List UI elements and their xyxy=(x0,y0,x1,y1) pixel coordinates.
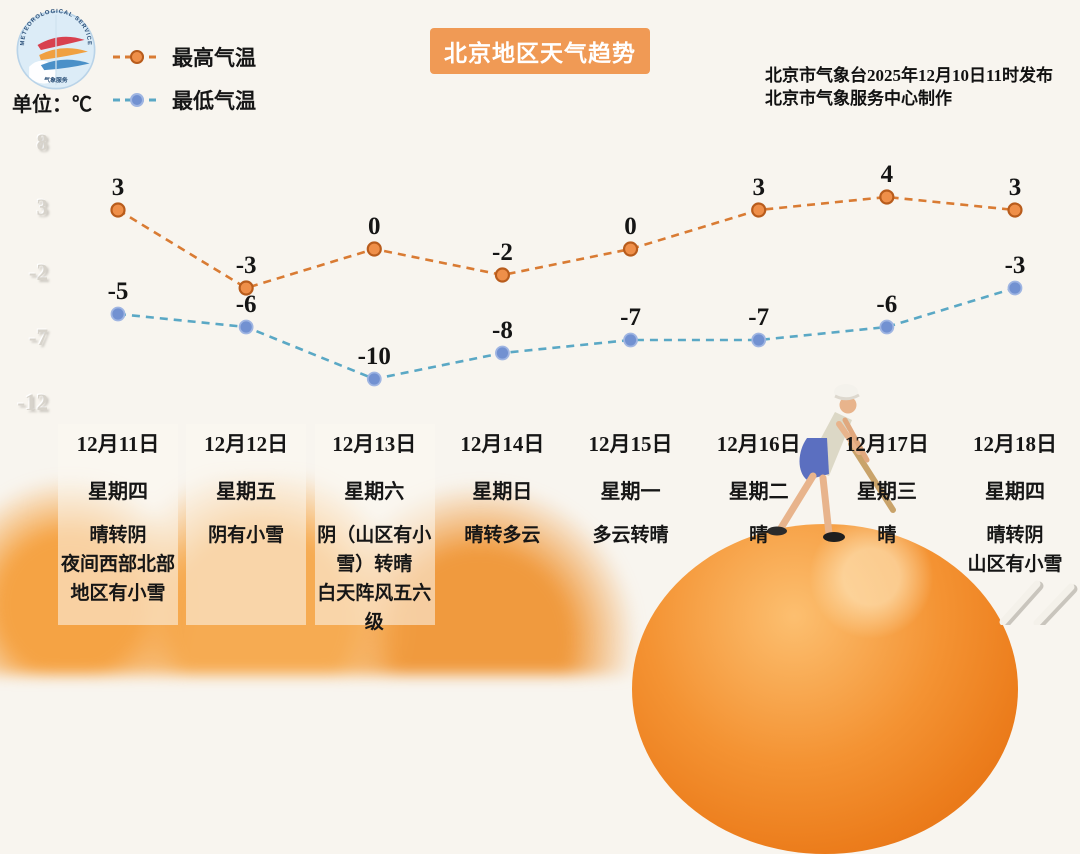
low-temp-value-label: -7 xyxy=(620,304,641,331)
unit-label: 单位：℃ xyxy=(12,94,92,116)
y-axis-tick: 8 xyxy=(36,130,49,155)
day-weekday: 星期五 xyxy=(216,481,277,503)
y-axis-tick: -2 xyxy=(28,260,48,285)
low-temp-point xyxy=(879,319,895,335)
high-temp-point xyxy=(366,241,382,257)
day-column-1: 12月11日 星期四晴转阴 夜间西部北部地区有小雪 xyxy=(54,428,182,608)
logo-bottom-text: 气象服务 xyxy=(43,76,68,84)
weather-trend-infographic: { "meta": { "title": "北京地区天气趋势", "unit_l… xyxy=(0,8,1079,854)
day-weather: 晴转阴 夜间西部北部地区有小雪 xyxy=(60,525,175,604)
day-column-8: 12月18日 星期四晴转阴 山区有小雪 xyxy=(951,428,1079,579)
high-temp-point xyxy=(1007,202,1023,218)
high-temp-point xyxy=(622,241,639,257)
legend-high-label: 最高气温 xyxy=(172,47,256,70)
high-temp-legend-marker-icon xyxy=(113,50,161,64)
legend-low-label: 最低气温 xyxy=(172,90,256,113)
low-temp-value-label: -6 xyxy=(876,291,897,318)
issued-line-1: 北京市气象台2025年12月10日11时发布 xyxy=(765,66,1054,85)
day-weekday: 星期四 xyxy=(984,481,1045,503)
low-temp-point xyxy=(366,371,382,387)
low-temp-value-label: -8 xyxy=(492,317,513,344)
issued-line-2: 北京市气象服务中心制作 xyxy=(765,89,952,108)
legend-item-low: 最低气温 xyxy=(113,87,256,113)
legend-item-high: 最高气温 xyxy=(113,44,256,70)
high-temp-value-label: 0 xyxy=(368,213,381,240)
y-axis-tick: -12 xyxy=(17,390,48,415)
low-temp-point xyxy=(495,345,510,361)
low-temp-point xyxy=(110,306,126,322)
miniature-golfer-figure xyxy=(767,384,896,542)
day-date: 12月11日 xyxy=(76,432,160,456)
high-temp-value-label: 4 xyxy=(881,161,894,188)
high-temp-value-label: 0 xyxy=(624,213,637,240)
column-highlight-strip xyxy=(58,424,178,625)
high-temp-line xyxy=(117,195,1016,290)
day-weekday: 星期六 xyxy=(344,481,405,503)
day-column-3: 12月13日 星期六阴（山区有小雪）转晴 白天阵风五六级 xyxy=(310,428,438,637)
low-temp-point xyxy=(623,332,638,348)
day-column-6: 12月16日 星期二晴 xyxy=(695,428,823,550)
low-temp-value-label: -7 xyxy=(748,304,769,331)
day-date: 12月14日 xyxy=(460,432,545,456)
day-weekday: 星期三 xyxy=(856,481,917,503)
high-temp-point xyxy=(494,267,511,283)
legend: 最高气温 最低气温 xyxy=(113,44,256,130)
low-temp-value-label: -3 xyxy=(1005,252,1026,279)
white-ladder xyxy=(999,580,1078,625)
day-date: 12月12日 xyxy=(204,432,289,456)
page-title: 北京地区天气趋势 xyxy=(430,28,650,74)
low-temp-legend-marker-icon xyxy=(113,93,161,107)
high-temp-value-label: 3 xyxy=(112,174,125,201)
y-axis-tick: -7 xyxy=(28,325,48,350)
beijing-meteorological-service-logo: METEOROLOGICAL SERVICE 气象服务 xyxy=(16,9,96,90)
column-highlight-strip xyxy=(315,424,435,625)
day-weekday: 星期日 xyxy=(472,481,533,503)
day-weather: 晴转多云 xyxy=(464,525,541,546)
day-date: 12月15日 xyxy=(588,432,673,456)
day-date: 12月17日 xyxy=(844,432,929,456)
day-weather: 晴 xyxy=(749,525,769,546)
column-highlight-strip xyxy=(186,424,306,625)
high-temp-value-label: -2 xyxy=(492,239,513,266)
low-temp-value-label: -10 xyxy=(358,343,391,370)
high-temp-value-label: -3 xyxy=(236,252,257,279)
high-temp-point xyxy=(238,280,254,296)
day-weather: 晴 xyxy=(877,525,897,546)
day-weather: 阴（山区有小雪）转晴 白天阵风五六级 xyxy=(317,525,432,633)
day-weekday: 星期四 xyxy=(88,481,148,503)
low-temp-value-label: -6 xyxy=(236,291,257,318)
publisher-info: 北京市气象台2025年12月10日11时发布 北京市气象服务中心制作 xyxy=(765,64,1053,110)
day-weather: 阴有小雪 xyxy=(208,525,285,546)
day-weekday: 星期一 xyxy=(600,481,661,503)
high-temp-point xyxy=(751,202,767,218)
high-temp-value-label: 3 xyxy=(752,174,765,201)
low-temp-line xyxy=(117,286,1016,381)
day-weather: 多云转晴 xyxy=(592,525,669,546)
day-column-5: 12月15日 星期一多云转晴 xyxy=(567,428,695,550)
low-temp-point xyxy=(1007,280,1023,296)
high-temp-point xyxy=(879,189,895,205)
high-temp-value-label: 3 xyxy=(1009,174,1022,201)
y-axis-tick: 3 xyxy=(36,195,49,220)
day-column-7: 12月17日 星期三晴 xyxy=(823,428,951,550)
day-column-2: 12月12日 星期五阴有小雪 xyxy=(182,428,310,550)
day-weekday: 星期二 xyxy=(728,481,789,503)
low-temp-point xyxy=(751,332,767,348)
day-date: 12月13日 xyxy=(332,432,417,456)
day-weather: 晴转阴 山区有小雪 xyxy=(967,525,1063,575)
day-date: 12月16日 xyxy=(716,432,801,456)
high-temp-point xyxy=(110,202,126,218)
day-date: 12月18日 xyxy=(972,432,1057,456)
day-column-4: 12月14日 星期日晴转多云 xyxy=(438,428,566,550)
low-temp-value-label: -5 xyxy=(108,278,129,305)
low-temp-point xyxy=(238,319,254,335)
